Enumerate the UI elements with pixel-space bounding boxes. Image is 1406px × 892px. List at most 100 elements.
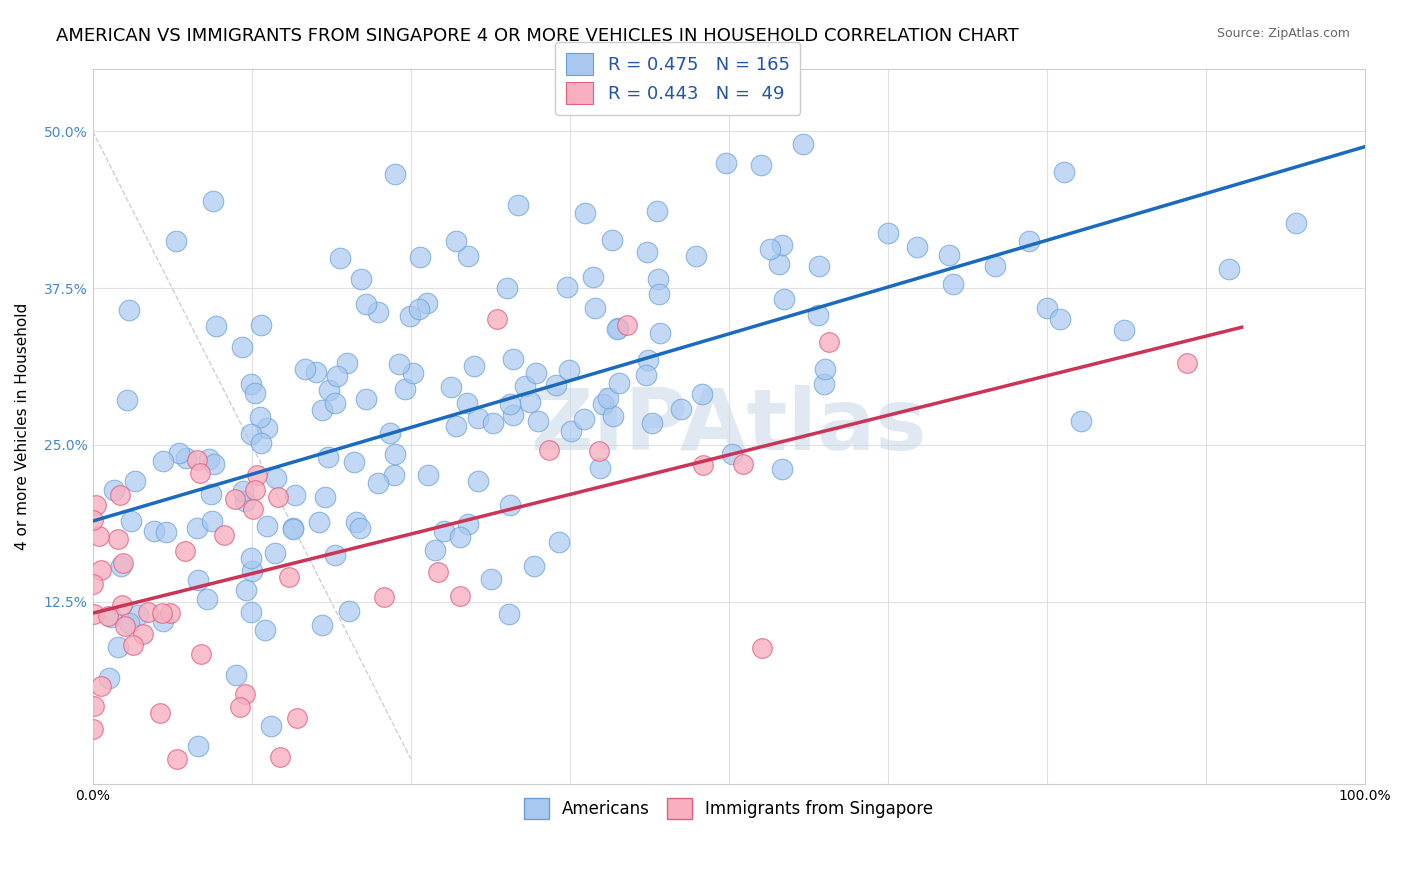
Point bbox=[444, 234, 467, 248]
Point bbox=[592, 397, 614, 411]
Point bbox=[249, 409, 271, 424]
Point bbox=[440, 380, 463, 394]
Point bbox=[384, 447, 406, 461]
Point bbox=[336, 356, 359, 370]
Point bbox=[770, 238, 793, 252]
Point bbox=[235, 494, 257, 508]
Point bbox=[249, 318, 271, 332]
Point bbox=[83, 607, 105, 621]
Point bbox=[356, 297, 378, 311]
Point bbox=[641, 417, 664, 431]
Point bbox=[427, 565, 450, 579]
Point bbox=[1018, 235, 1040, 249]
Point bbox=[669, 401, 692, 416]
Point bbox=[636, 244, 658, 259]
Point bbox=[607, 376, 630, 390]
Point bbox=[721, 447, 744, 461]
Point bbox=[546, 377, 568, 392]
Point bbox=[205, 318, 228, 333]
Point bbox=[408, 301, 430, 316]
Point bbox=[548, 535, 571, 549]
Point bbox=[122, 638, 145, 652]
Point bbox=[259, 718, 281, 732]
Point bbox=[423, 542, 446, 557]
Point bbox=[107, 640, 129, 654]
Point bbox=[256, 421, 278, 435]
Point bbox=[107, 532, 129, 546]
Point bbox=[1070, 413, 1092, 427]
Point bbox=[108, 488, 131, 502]
Point bbox=[394, 383, 416, 397]
Point bbox=[463, 359, 485, 373]
Point bbox=[114, 619, 136, 633]
Point bbox=[589, 461, 612, 475]
Point bbox=[314, 490, 336, 504]
Point bbox=[349, 521, 371, 535]
Point bbox=[231, 340, 253, 354]
Point bbox=[82, 513, 104, 527]
Point bbox=[263, 546, 285, 560]
Point bbox=[103, 483, 125, 497]
Point bbox=[318, 383, 340, 397]
Point bbox=[195, 591, 218, 606]
Point bbox=[239, 377, 262, 392]
Point bbox=[186, 453, 208, 467]
Point bbox=[606, 321, 628, 335]
Point bbox=[283, 522, 305, 536]
Point bbox=[246, 468, 269, 483]
Point bbox=[808, 259, 831, 273]
Point bbox=[97, 671, 120, 685]
Point bbox=[354, 392, 377, 406]
Point bbox=[876, 226, 898, 240]
Point bbox=[120, 514, 142, 528]
Point bbox=[367, 305, 389, 319]
Point bbox=[111, 598, 134, 612]
Point bbox=[136, 605, 159, 619]
Point bbox=[174, 543, 197, 558]
Text: AMERICAN VS IMMIGRANTS FROM SINGAPORE 4 OR MORE VEHICLES IN HOUSEHOLD CORRELATIO: AMERICAN VS IMMIGRANTS FROM SINGAPORE 4 … bbox=[56, 27, 1019, 45]
Point bbox=[557, 363, 579, 377]
Point bbox=[749, 158, 772, 172]
Point bbox=[325, 369, 347, 384]
Point bbox=[637, 352, 659, 367]
Point bbox=[152, 454, 174, 468]
Point bbox=[942, 277, 965, 291]
Point bbox=[90, 563, 112, 577]
Point bbox=[225, 667, 247, 681]
Point bbox=[538, 443, 561, 458]
Point bbox=[606, 322, 628, 336]
Point bbox=[240, 550, 263, 565]
Point bbox=[751, 640, 773, 655]
Point bbox=[166, 751, 188, 765]
Point bbox=[588, 444, 610, 458]
Point bbox=[818, 334, 841, 349]
Point bbox=[235, 687, 257, 701]
Point bbox=[650, 326, 672, 340]
Point bbox=[770, 462, 793, 476]
Point bbox=[201, 515, 224, 529]
Point bbox=[242, 502, 264, 516]
Point bbox=[90, 679, 112, 693]
Point bbox=[100, 609, 122, 624]
Point bbox=[316, 450, 339, 464]
Point bbox=[186, 521, 208, 535]
Point bbox=[731, 458, 754, 472]
Point bbox=[602, 409, 624, 424]
Point bbox=[343, 455, 366, 469]
Point bbox=[768, 257, 790, 271]
Point bbox=[228, 699, 250, 714]
Point bbox=[159, 606, 181, 620]
Point bbox=[235, 582, 257, 597]
Point bbox=[814, 362, 837, 376]
Point bbox=[1218, 261, 1240, 276]
Point bbox=[1114, 323, 1136, 337]
Point bbox=[190, 647, 212, 661]
Text: Source: ZipAtlas.com: Source: ZipAtlas.com bbox=[1216, 27, 1350, 40]
Point bbox=[773, 292, 796, 306]
Point bbox=[250, 436, 273, 450]
Point bbox=[350, 271, 373, 285]
Point bbox=[382, 468, 405, 483]
Point bbox=[600, 233, 623, 247]
Point bbox=[467, 474, 489, 488]
Point bbox=[311, 403, 333, 417]
